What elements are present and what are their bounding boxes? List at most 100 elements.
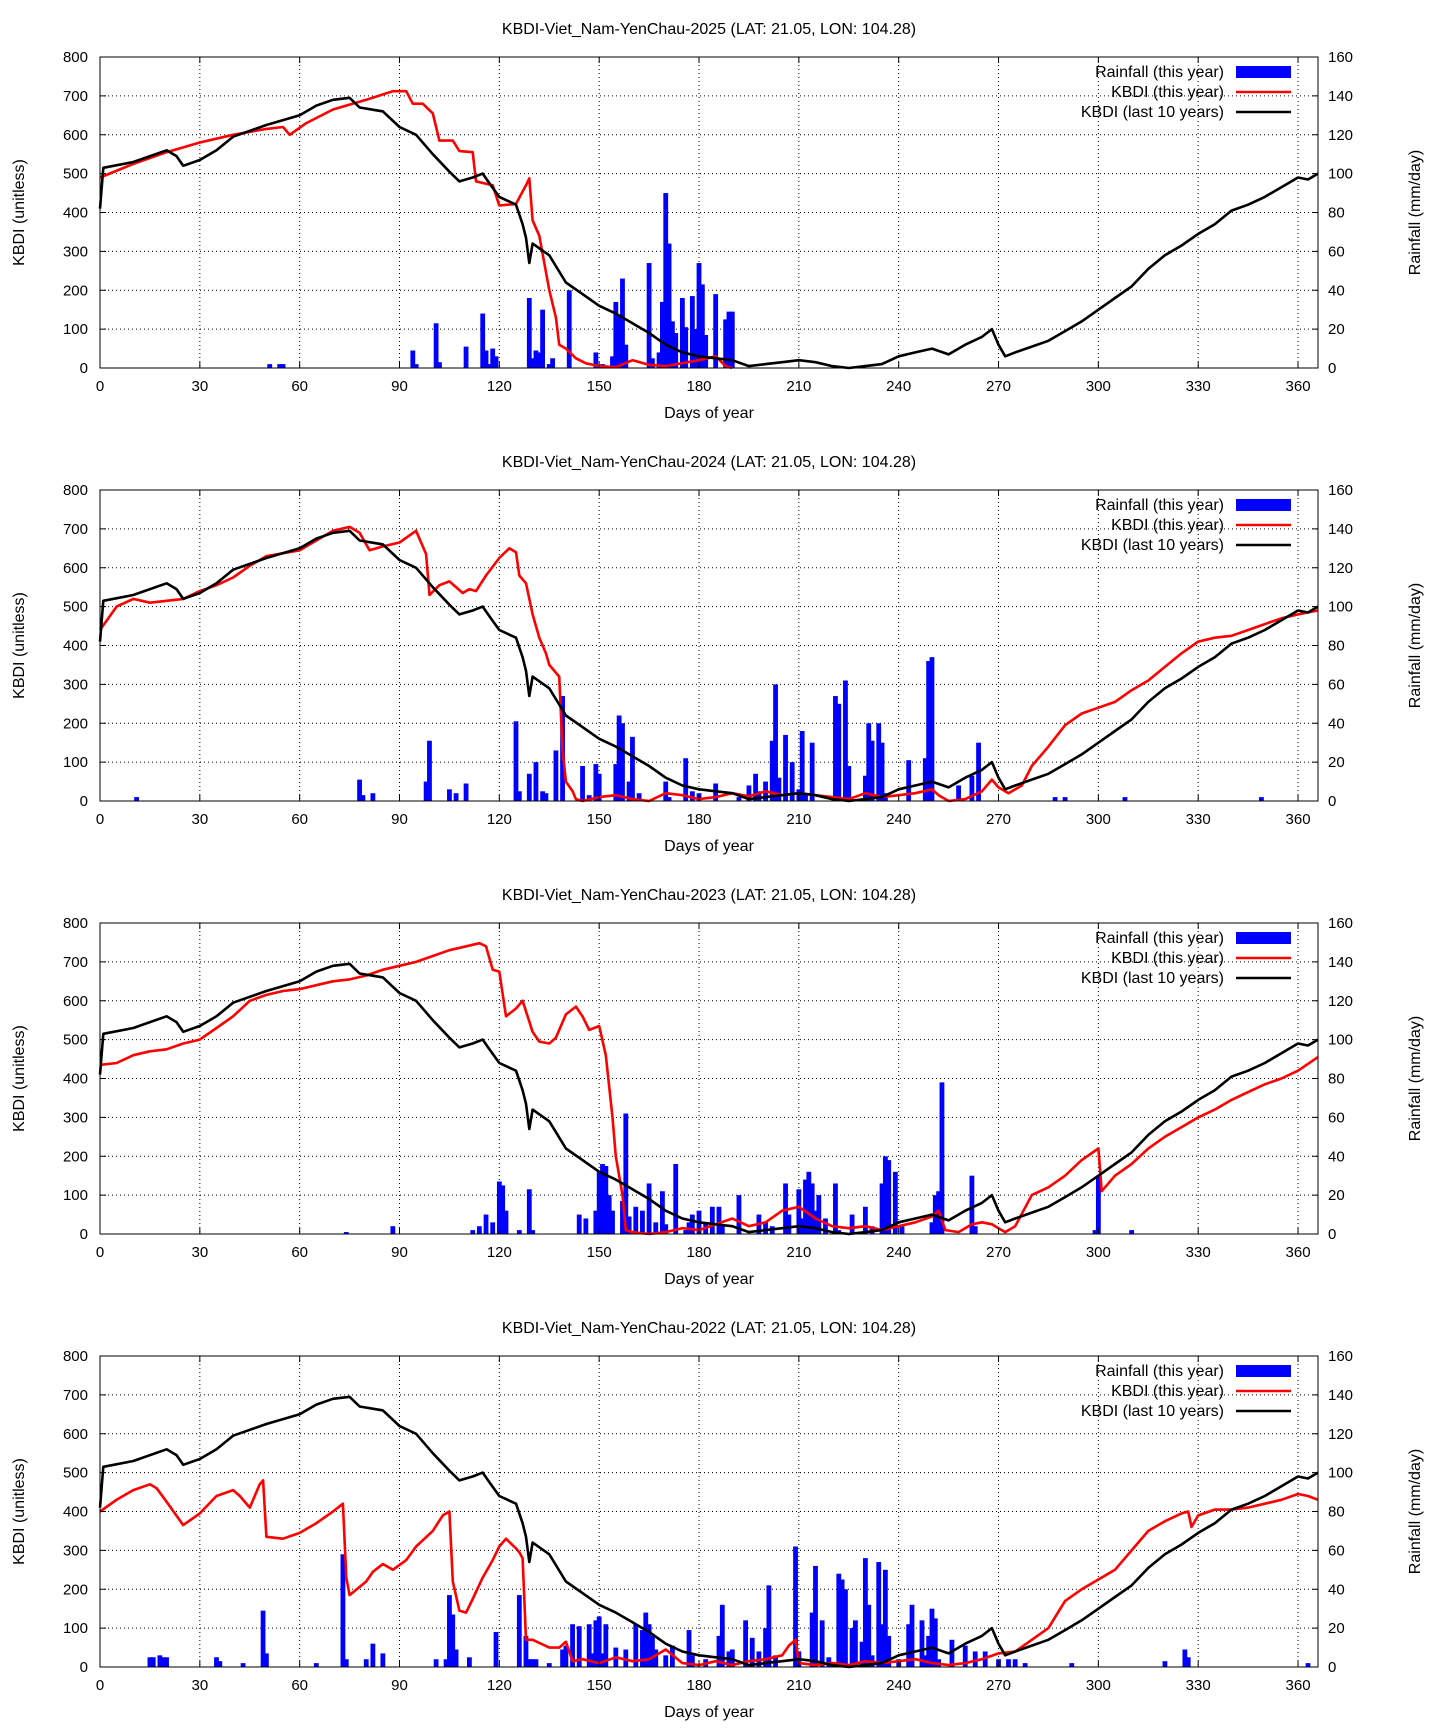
y-tick-label: 0 <box>80 793 88 810</box>
x-tick-label: 300 <box>1086 1244 1111 1261</box>
rainfall-bar <box>786 1214 792 1234</box>
x-tick-label: 120 <box>487 1677 512 1694</box>
x-tick-label: 330 <box>1186 1244 1211 1261</box>
rainfall-bar <box>603 1165 609 1234</box>
x-tick-label: 90 <box>391 378 408 395</box>
rainfall-bar <box>886 1635 892 1667</box>
rainfall-bar <box>663 781 669 801</box>
rainfall-bar <box>600 1164 605 1234</box>
y2-tick-label: 80 <box>1328 638 1345 655</box>
y-tick-label: 300 <box>63 676 88 693</box>
y-axis-label: KBDI (unitless) <box>11 1025 28 1132</box>
legend-label-kbdi-last-10-years: KBDI (last 10 years) <box>1081 104 1224 121</box>
y2-tick-label: 20 <box>1328 1620 1345 1637</box>
rainfall-bar <box>536 352 542 368</box>
rainfall-bar <box>929 1608 935 1667</box>
chart-title: KBDI-Viet_Nam-YenChau-2023 (LAT: 21.05, … <box>502 887 916 904</box>
rainfall-bar <box>799 731 805 801</box>
x-tick-label: 240 <box>886 1244 911 1261</box>
rainfall-bar <box>280 364 286 368</box>
rainfall-bar <box>646 263 652 368</box>
x-tick-label: 120 <box>487 378 512 395</box>
rainfall-bar <box>929 1222 935 1234</box>
rainfall-bar <box>447 1595 452 1667</box>
x-tick-label: 270 <box>986 811 1011 828</box>
x-tick-label: 210 <box>786 1244 811 1261</box>
x-tick-label: 270 <box>986 378 1011 395</box>
rainfall-bar <box>600 1653 605 1667</box>
x-tick-label: 180 <box>687 1677 712 1694</box>
rainfall-bar <box>560 1649 565 1667</box>
rainfall-bar <box>157 1655 163 1667</box>
rainfall-bar <box>906 760 912 801</box>
rainfall-bar <box>866 1604 872 1667</box>
rainfall-bar <box>553 750 559 801</box>
rainfall-bar <box>1052 797 1058 801</box>
rainfall-bar <box>1305 1663 1311 1667</box>
kbdi-last-10-years-line <box>98 529 1319 803</box>
x-tick-label: 330 <box>1186 378 1211 395</box>
rainfall-bar <box>260 1610 266 1667</box>
rainfall-bar <box>493 1632 499 1667</box>
kbdi-last-10-years-line <box>98 962 1319 1236</box>
y2-tick-label: 100 <box>1328 1465 1353 1482</box>
y-tick-label: 300 <box>63 1109 88 1126</box>
rainfall-bar <box>833 696 838 801</box>
rainfall-bar <box>882 1569 888 1667</box>
y2-tick-label: 160 <box>1328 1348 1353 1365</box>
y2-tick-label: 160 <box>1328 482 1353 499</box>
y-tick-label: 500 <box>63 166 88 183</box>
x-tick-label: 90 <box>391 1244 408 1261</box>
rainfall-bar <box>909 1604 915 1667</box>
rainfall-bar <box>803 793 808 801</box>
rainfall-bar <box>360 795 366 801</box>
rainfall-bar <box>660 1191 665 1234</box>
rainfall-bar <box>613 301 619 368</box>
x-tick-label: 60 <box>291 378 308 395</box>
rainfall-bar <box>769 740 775 801</box>
rainfall-bar <box>666 243 672 368</box>
rainfall-bar <box>433 1659 439 1667</box>
x-axis-label: Days of year <box>664 405 754 422</box>
x-tick-label: 210 <box>786 378 811 395</box>
rainfall-bar <box>859 1641 865 1667</box>
rainfall-bar <box>773 684 778 801</box>
rainfall-bar <box>823 1218 828 1234</box>
y2-tick-label: 60 <box>1328 1109 1345 1126</box>
y-axis-label: KBDI (unitless) <box>11 159 28 266</box>
x-tick-label: 150 <box>587 378 612 395</box>
y-tick-label: 200 <box>63 715 88 732</box>
rainfall-bar <box>370 1643 376 1667</box>
rainfall-bar <box>150 1657 156 1667</box>
rainfall-bar <box>969 1175 975 1234</box>
y2-tick-label: 160 <box>1328 49 1353 66</box>
y2-axis-label: Rainfall (mm/day) <box>1407 150 1424 275</box>
rainfall-bar <box>843 680 848 801</box>
rainfall-bar <box>789 762 795 801</box>
y2-tick-label: 20 <box>1328 754 1345 771</box>
rainfall-bar <box>493 356 499 368</box>
kbdi-last-10-years-line <box>98 96 1319 370</box>
y2-tick-label: 0 <box>1328 360 1336 377</box>
rainfall-bar <box>576 1626 582 1667</box>
rainfall-bar <box>809 742 815 801</box>
rainfall-bar <box>693 329 699 368</box>
y2-axis-label: Rainfall (mm/day) <box>1407 583 1424 708</box>
legend-label-kbdi-last-10-years: KBDI (last 10 years) <box>1081 1403 1224 1420</box>
rainfall-bar <box>623 1649 629 1667</box>
y2-tick-label: 60 <box>1328 243 1345 260</box>
rainfall-bar <box>343 1659 349 1667</box>
rainfall-bar <box>756 791 762 801</box>
rainfall-bar <box>743 1620 749 1667</box>
y-tick-label: 200 <box>63 1581 88 1598</box>
rainfall-bar <box>540 309 546 368</box>
y2-tick-label: 120 <box>1328 1426 1353 1443</box>
rainfall-bar <box>869 740 875 801</box>
y-tick-label: 700 <box>63 88 88 105</box>
y-tick-label: 200 <box>63 282 88 299</box>
y2-tick-label: 120 <box>1328 560 1353 577</box>
chart-panel-1: KBDI-Viet_Nam-YenChau-2024 (LAT: 21.05, … <box>11 454 1424 855</box>
rainfall-bar <box>616 715 622 801</box>
rainfall-bar <box>620 1200 625 1234</box>
rainfall-bar <box>956 785 961 801</box>
